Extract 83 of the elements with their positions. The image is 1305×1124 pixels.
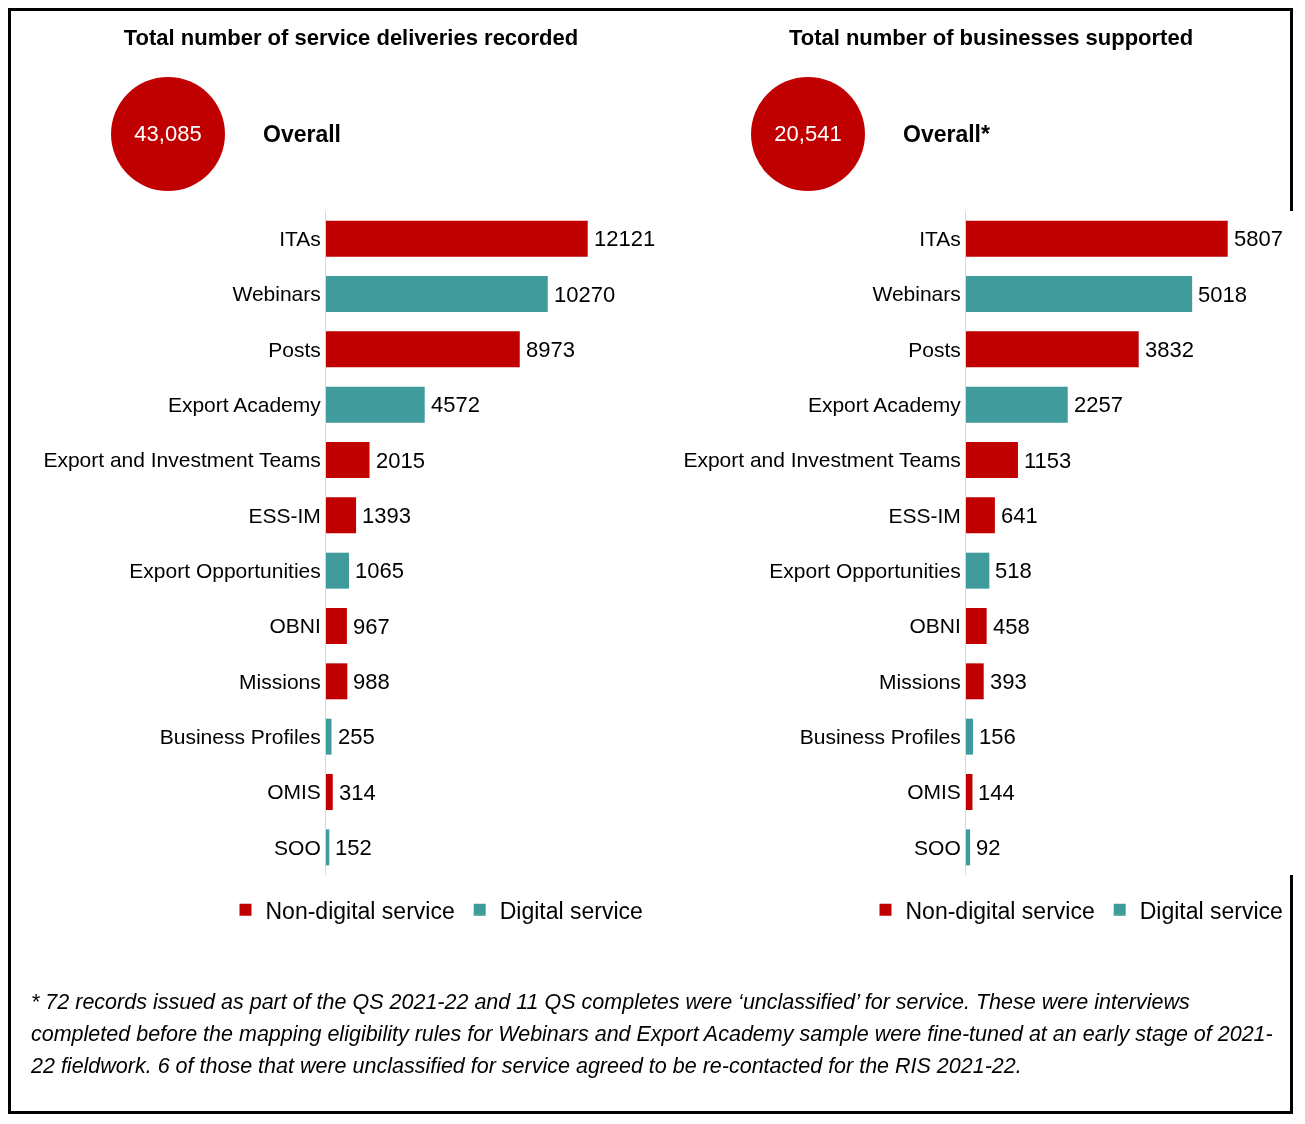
bar bbox=[326, 608, 347, 644]
bar bbox=[966, 442, 1018, 478]
data-label: 393 bbox=[990, 669, 1027, 694]
bar bbox=[326, 220, 588, 257]
y-tick-label: Export and Investment Teams bbox=[683, 448, 961, 472]
data-label: 5018 bbox=[1198, 282, 1247, 307]
data-label: 988 bbox=[353, 669, 390, 694]
y-tick-label: ITAs bbox=[919, 227, 961, 251]
legend-label: Digital service bbox=[499, 897, 643, 924]
data-label: 1153 bbox=[1024, 448, 1072, 473]
y-tick-label: SOO bbox=[914, 835, 961, 859]
bar bbox=[966, 552, 990, 589]
data-label: 144 bbox=[978, 780, 1015, 805]
data-label: 2257 bbox=[1074, 392, 1123, 417]
y-tick-label: OMIS bbox=[267, 780, 321, 804]
bar bbox=[966, 497, 995, 534]
data-label: 8973 bbox=[526, 337, 575, 362]
y-tick-label: Export and Investment Teams bbox=[43, 448, 321, 472]
y-tick-label: ESS-IM bbox=[888, 503, 961, 527]
bar bbox=[966, 829, 971, 866]
data-label: 967 bbox=[353, 614, 390, 639]
bar bbox=[966, 663, 984, 700]
data-label: 10270 bbox=[554, 282, 616, 307]
bar bbox=[326, 774, 333, 810]
chart-title: Total number of service deliveries recorded bbox=[122, 25, 580, 51]
bar bbox=[326, 497, 357, 534]
chart-title: Total number of businesses supported bbox=[787, 25, 1195, 51]
bar bbox=[326, 829, 330, 866]
bar bbox=[966, 331, 1139, 368]
bar bbox=[966, 718, 974, 755]
bar bbox=[966, 774, 973, 810]
y-tick-label: OBNI bbox=[269, 614, 321, 638]
bar bbox=[326, 663, 348, 700]
data-label: 1393 bbox=[362, 503, 411, 528]
bar bbox=[326, 552, 349, 589]
data-label: 641 bbox=[1001, 503, 1038, 528]
bar bbox=[966, 276, 1193, 312]
bar bbox=[326, 331, 520, 368]
circle-badge: 20,541 bbox=[751, 77, 865, 191]
y-tick-label: Business Profiles bbox=[799, 725, 961, 749]
bar bbox=[966, 608, 987, 644]
text: Overall bbox=[263, 121, 341, 148]
y-tick-label: Export Academy bbox=[807, 393, 962, 417]
text: * 72 records issued as part of the QS 2021-22 and 11 QS completes were ‘unclassified’ for service. These were interviews completed before the mapping eligibility rules for Webinars and Export Academy sample were fine-tuned at an early stage of 2021-22 fieldwork. 6 of those that were unclassified for service agreed to be re-contacted for the RIS 2021-22. bbox=[31, 989, 1274, 1080]
y-tick-label: Missions bbox=[239, 669, 321, 693]
data-label: 12121 bbox=[594, 226, 656, 251]
y-tick-label: Export Opportunities bbox=[129, 559, 321, 583]
y-tick-label: Webinars bbox=[232, 282, 321, 306]
y-tick-label: Posts bbox=[268, 337, 321, 361]
y-tick-label: SOO bbox=[274, 835, 321, 859]
y-tick-label: OBNI bbox=[909, 614, 961, 638]
y-tick-label: ESS-IM bbox=[248, 503, 321, 527]
data-label: 3832 bbox=[1145, 337, 1194, 362]
data-label: 4572 bbox=[431, 392, 480, 417]
data-label: 92 bbox=[976, 835, 1001, 860]
legend-label: Non-digital service bbox=[265, 897, 455, 924]
data-label: 5807 bbox=[1234, 226, 1283, 251]
y-tick-label: Export Academy bbox=[167, 393, 322, 417]
legend-label: Non-digital service bbox=[905, 897, 1095, 924]
y-tick-label: Webinars bbox=[872, 282, 961, 306]
y-tick-label: ITAs bbox=[279, 227, 321, 251]
y-tick-label: Posts bbox=[908, 337, 961, 361]
y-tick-label: Missions bbox=[879, 669, 961, 693]
bar bbox=[326, 442, 370, 478]
bar bbox=[326, 386, 425, 423]
y-tick-label: Business Profiles bbox=[159, 725, 321, 749]
data-label: 458 bbox=[993, 614, 1030, 639]
text: Overall* bbox=[903, 121, 990, 148]
data-label: 518 bbox=[995, 558, 1032, 583]
data-label: 156 bbox=[979, 724, 1016, 749]
data-label: 1065 bbox=[355, 558, 404, 583]
bar bbox=[966, 386, 1068, 423]
data-label: 2015 bbox=[376, 448, 425, 473]
bar bbox=[326, 718, 332, 755]
y-tick-label: Export Opportunities bbox=[769, 559, 961, 583]
bar bbox=[326, 276, 548, 312]
legend-label: Digital service bbox=[1139, 897, 1283, 924]
circle-badge: 43,085 bbox=[111, 77, 225, 191]
data-label: 314 bbox=[339, 780, 376, 805]
data-label: 152 bbox=[335, 835, 372, 860]
y-tick-label: OMIS bbox=[907, 780, 961, 804]
data-label: 255 bbox=[338, 724, 375, 749]
bar bbox=[966, 220, 1228, 257]
